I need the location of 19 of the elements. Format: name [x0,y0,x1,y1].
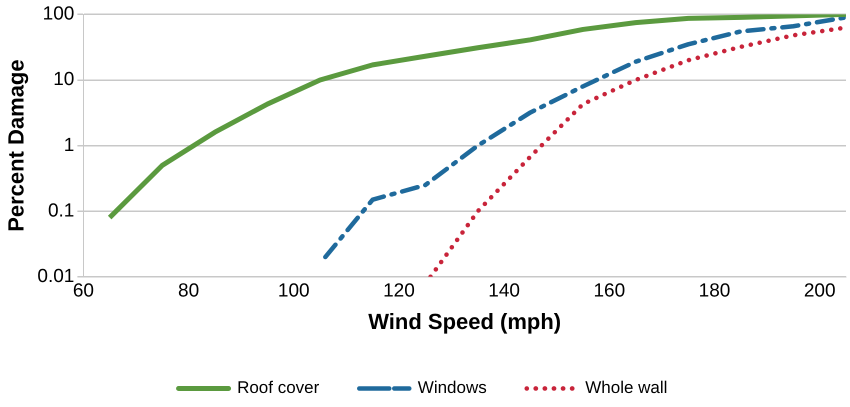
y-tick-label: 10 [53,69,74,90]
y-tick-label: 100 [42,4,74,25]
x-tick-label: 160 [593,280,626,302]
x-tick-label: 200 [804,280,836,302]
x-tick-label: 100 [278,280,310,302]
x-axis-title: Wind Speed (mph) [368,308,562,334]
legend-label: Whole wall [585,378,668,398]
x-tick-label: 140 [488,280,520,302]
y-tick-label: 0.01 [37,266,74,288]
line-series [323,15,846,260]
y-tick-label: 1 [64,134,74,156]
x-tick-label: 60 [72,280,94,302]
y-axis-title: Percent Damage [3,59,28,232]
legend-label: Windows [418,378,487,398]
x-tick-label: 120 [383,280,415,302]
x-tick-label: 180 [698,280,730,302]
legend-label: Roof cover [237,378,320,398]
x-tick-label: 80 [178,280,200,302]
y-tick-label: 0.1 [48,200,74,222]
